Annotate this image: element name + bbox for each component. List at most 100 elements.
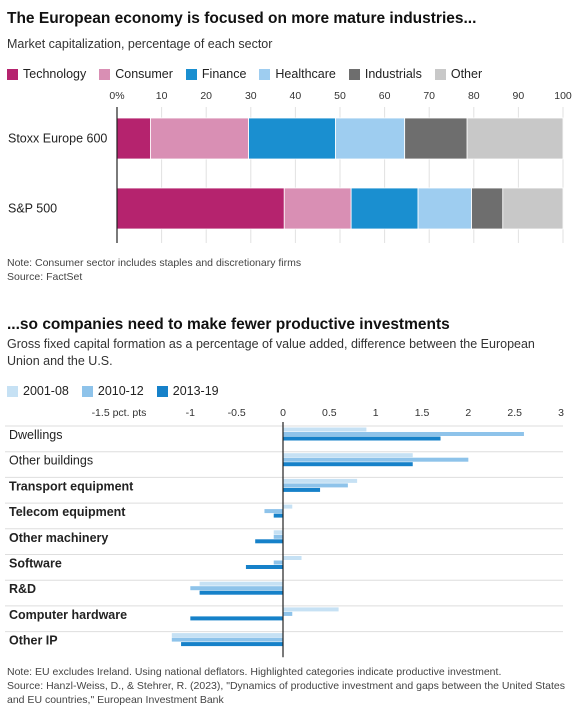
chart2-bar-2010-12	[283, 432, 524, 436]
chart1-legend-swatch	[348, 68, 360, 80]
chart2-bar-2013-19	[283, 487, 321, 492]
chart2-legend-label: 2010-12	[97, 384, 144, 398]
chart1-bar-healthcare	[417, 187, 472, 230]
chart2-note: Note: EU excludes Ireland. Using nationa…	[7, 665, 573, 707]
chart1-x-tick-label: 40	[290, 90, 302, 102]
chart1-bar-finance	[350, 187, 419, 230]
chart2-bar-2013-19	[255, 539, 283, 544]
chart1-legend-swatch	[185, 68, 197, 80]
chart2-bar-2001-08	[283, 453, 413, 458]
chart2-bar-2001-08	[199, 581, 283, 586]
chart2-legend-item-2001-08: 2001-08	[7, 384, 69, 398]
chart2-legend-label: 2013-19	[172, 384, 219, 398]
chart2-x-tick-label: -1	[186, 407, 195, 419]
chart2-plot: -1.5 pct. pts -1 -0.5 0 0.5 1 1.5 2 2.5 3 Dwelling…	[5, 407, 564, 658]
chart1-legend-label: Industrials	[364, 67, 422, 81]
chart2-source-text: Source: Hanzl-Weiss, D., & Stehrer, R. (…	[7, 680, 565, 706]
chart2-legend-item-2013-19: 2013-19	[156, 384, 219, 398]
chart2-subtitle: Gross fixed capital formation as a perce…	[7, 337, 535, 368]
chart2-bar-2001-08	[273, 530, 283, 535]
chart1-title: The European economy is focused on more …	[7, 10, 477, 27]
chart2-category-label: Telecom equipment	[9, 505, 126, 519]
chart1-legend-item-finance: Finance	[185, 67, 246, 81]
chart2-category-label: Software	[9, 557, 62, 571]
chart2-bar-2010-12	[171, 637, 283, 642]
chart1-legend-label: Other	[450, 67, 483, 81]
chart1-x-tick-label: 70	[423, 90, 435, 102]
chart1-bar-technology	[116, 117, 151, 160]
chart2-category-label: Dwellings	[9, 428, 63, 442]
chart1-x-tick-label: 80	[468, 90, 480, 102]
chart1-x-tick-label: 0%	[109, 90, 124, 102]
chart1-bar-consumer	[283, 187, 352, 230]
chart2-bar-2001-08	[283, 556, 302, 560]
chart2-x-tick-label: 1.5	[415, 407, 430, 419]
chart2-legend-swatch	[81, 385, 93, 397]
chart1-legend-swatch	[99, 68, 111, 80]
chart2-category-label: R&D	[9, 582, 36, 596]
chart2-bar-2010-12	[283, 483, 348, 488]
chart2-note-text: Note: EU excludes Ireland. Using nationa…	[7, 666, 502, 678]
chart1-legend-item-technology: Technology	[7, 67, 86, 81]
chart2-x-tick-label: 0	[280, 407, 286, 419]
chart1-legend: Technology Consumer Finance Healthcare Indus…	[7, 67, 495, 81]
chart2-title: ...so companies need to make fewer produ…	[7, 316, 450, 333]
chart2-bar-2013-19	[190, 616, 283, 621]
chart2-bar-2001-08	[283, 478, 358, 483]
chart1-bar-finance	[248, 117, 336, 160]
chart2-bar-2013-19	[283, 436, 441, 441]
chart2-bar-2001-08	[283, 504, 293, 509]
chart2-x-tick-label: 2.5	[507, 407, 522, 419]
chart1-x-tick-label: 90	[513, 90, 525, 102]
chart2-bar-2010-12	[273, 560, 283, 565]
chart2-category-label: Computer hardware	[9, 608, 127, 622]
chart2-bar-2010-12	[273, 534, 283, 539]
chart2-legend: 2001-08 2010-12 2013-19	[7, 384, 232, 398]
chart1-bar-technology	[116, 187, 285, 230]
chart2-category-label: Transport equipment	[9, 479, 134, 493]
chart2-x-tick-label: 3	[558, 407, 564, 419]
chart1-legend-item-consumer: Consumer	[99, 67, 173, 81]
chart2-bar-2013-19	[273, 513, 283, 518]
chart2-bar-2013-19	[283, 462, 413, 467]
chart1-x-tick-label: 10	[156, 90, 168, 102]
chart1-x-tick-label: 20	[200, 90, 212, 102]
chart2-bar-2013-19	[181, 642, 283, 647]
chart2-x-tick-label: 1	[373, 407, 379, 419]
chart1-x-tick-label: 60	[379, 90, 391, 102]
chart1-subtitle: Market capitalization, percentage of eac…	[7, 37, 273, 51]
chart1-category-label: Stoxx Europe 600	[8, 132, 107, 146]
chart1-plot: 0% 10 20 30 40 50 60 70 80 90 100 Stoxx Europe 600 S…	[8, 90, 572, 243]
chart1-source-text: Source: FactSet	[7, 271, 83, 283]
chart2-category-label: Other machinery	[9, 531, 108, 545]
chart2-x-tick-label: 2	[465, 407, 471, 419]
chart2-bar-2001-08	[171, 633, 283, 638]
chart2-category-label: Other buildings	[9, 454, 93, 468]
chart1-legend-swatch	[259, 68, 271, 80]
chart1-legend-item-industrials: Industrials	[348, 67, 422, 81]
chart1-x-tick-label: 30	[245, 90, 257, 102]
chart2-bar-2001-08	[283, 607, 339, 612]
chart2-bar-2010-12	[264, 509, 283, 514]
chart2-bar-2010-12	[283, 611, 293, 616]
chart1-legend-swatch	[7, 68, 18, 80]
chart1-note-text: Note: Consumer sector includes staples a…	[7, 257, 302, 269]
chart2-x-tick-label: -1.5 pct. pts	[92, 407, 147, 419]
chart2-category-label: Other IP	[9, 634, 58, 648]
chart1-bar-healthcare	[335, 117, 406, 160]
chart2-x-tick-label: 0.5	[322, 407, 337, 419]
chart2-legend-label: 2001-08	[23, 384, 69, 398]
chart1-bar-industrials	[471, 187, 504, 230]
chart2-legend-swatch	[156, 385, 168, 397]
chart1-legend-label: Technology	[23, 67, 87, 81]
chart1-legend-swatch	[434, 68, 446, 80]
chart1-bar-industrials	[404, 117, 468, 160]
chart2-bar-2010-12	[283, 457, 469, 462]
chart2-legend-item-2010-12: 2010-12	[81, 384, 144, 398]
chart1-category-label: S&P 500	[8, 202, 57, 216]
chart2-bar-2013-19	[199, 590, 283, 595]
chart2-bar-2010-12	[190, 586, 283, 591]
chart1-legend-label: Consumer	[115, 67, 173, 81]
chart1-x-tick-label: 50	[334, 90, 346, 102]
chart1-bar-other	[466, 117, 564, 160]
